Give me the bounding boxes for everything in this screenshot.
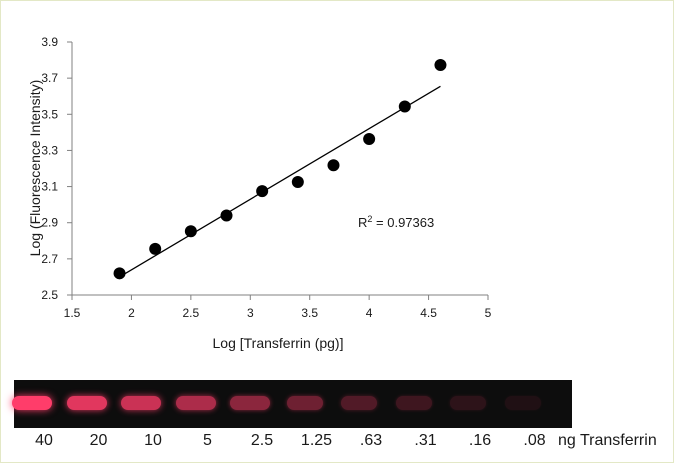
lane-label: 40 xyxy=(35,432,53,449)
lane-label: 2.5 xyxy=(250,432,274,449)
r-squared-superscript: 2 xyxy=(367,214,372,224)
gel-band xyxy=(12,396,52,410)
y-tick-label: 3.3 xyxy=(41,143,58,157)
y-tick-label: 3.1 xyxy=(41,180,58,194)
data-point xyxy=(113,267,126,280)
x-tick-label: 5 xyxy=(485,306,492,320)
y-tick-label: 2.9 xyxy=(41,216,58,230)
lane-label: .08 xyxy=(523,432,546,449)
data-point xyxy=(291,176,304,189)
lane-label: 10 xyxy=(144,432,162,449)
y-tick-label: 3.5 xyxy=(41,107,58,121)
x-tick-label: 2.5 xyxy=(183,306,200,320)
scatter-chart: 1.5 2 2.5 3 3.5 4 4.5 5 2.5 2.7 2.9 3.1 3.3 3.5 3.7 3.… xyxy=(27,35,492,351)
lane-label: .63 xyxy=(359,432,383,449)
x-tick-label: 4.5 xyxy=(420,306,437,320)
linear-trendline xyxy=(119,85,441,278)
gel-band xyxy=(341,396,377,410)
chart-axes xyxy=(67,41,489,300)
r-squared-value: = 0.97363 xyxy=(372,215,434,230)
y-tick-label: 2.7 xyxy=(41,252,58,266)
y-tick-labels: 2.5 2.7 2.9 3.1 3.3 3.5 3.7 3.9 xyxy=(41,35,58,302)
units-label: ng Transferrin xyxy=(558,432,657,449)
lane-label: 20 xyxy=(89,432,108,449)
data-point xyxy=(149,242,162,255)
gel-band xyxy=(66,396,107,410)
y-axis-label: Log (Fluorescence Intensity) xyxy=(27,80,43,257)
gel-band xyxy=(395,396,432,410)
data-points xyxy=(113,58,447,280)
lane-label: .16 xyxy=(468,432,492,449)
gel-band xyxy=(175,396,216,410)
x-tick-labels: 1.5 2 2.5 3 3.5 4 4.5 5 xyxy=(64,306,492,320)
lane-label: 1.25 xyxy=(300,432,333,449)
x-tick-label: 2 xyxy=(128,306,135,320)
gel-band xyxy=(286,396,323,410)
lane-labels: ng Transferrin 40 20 10 5 2.5 1.25 .63 .31 .16 .0… xyxy=(0,432,674,456)
lane-label: 5 xyxy=(203,432,212,449)
x-tick-label: 4 xyxy=(366,306,373,320)
y-tick-label: 2.5 xyxy=(41,288,58,302)
gel-band xyxy=(504,396,541,410)
data-point xyxy=(256,185,269,198)
data-point xyxy=(363,133,376,146)
x-axis-label: Log [Transferrin (pg)] xyxy=(213,335,344,351)
gel-band xyxy=(121,396,161,410)
y-tick-label: 3.7 xyxy=(41,71,58,85)
r-squared-prefix: R xyxy=(358,215,367,230)
y-tick-label: 3.9 xyxy=(41,35,58,49)
lane-label: .31 xyxy=(414,432,437,449)
gel-image xyxy=(12,380,572,428)
x-tick-label: 3 xyxy=(247,306,254,320)
x-tick-label: 3.5 xyxy=(301,306,318,320)
trendline-layer xyxy=(119,85,441,278)
data-point xyxy=(434,58,447,71)
data-point xyxy=(220,209,233,222)
gel-band xyxy=(450,396,486,410)
data-point xyxy=(184,225,197,238)
data-point xyxy=(327,159,340,172)
r-squared-annotation: R2 = 0.97363 xyxy=(358,214,434,230)
gel-band xyxy=(230,396,270,410)
x-tick-label: 1.5 xyxy=(64,306,81,320)
data-point xyxy=(398,100,411,113)
